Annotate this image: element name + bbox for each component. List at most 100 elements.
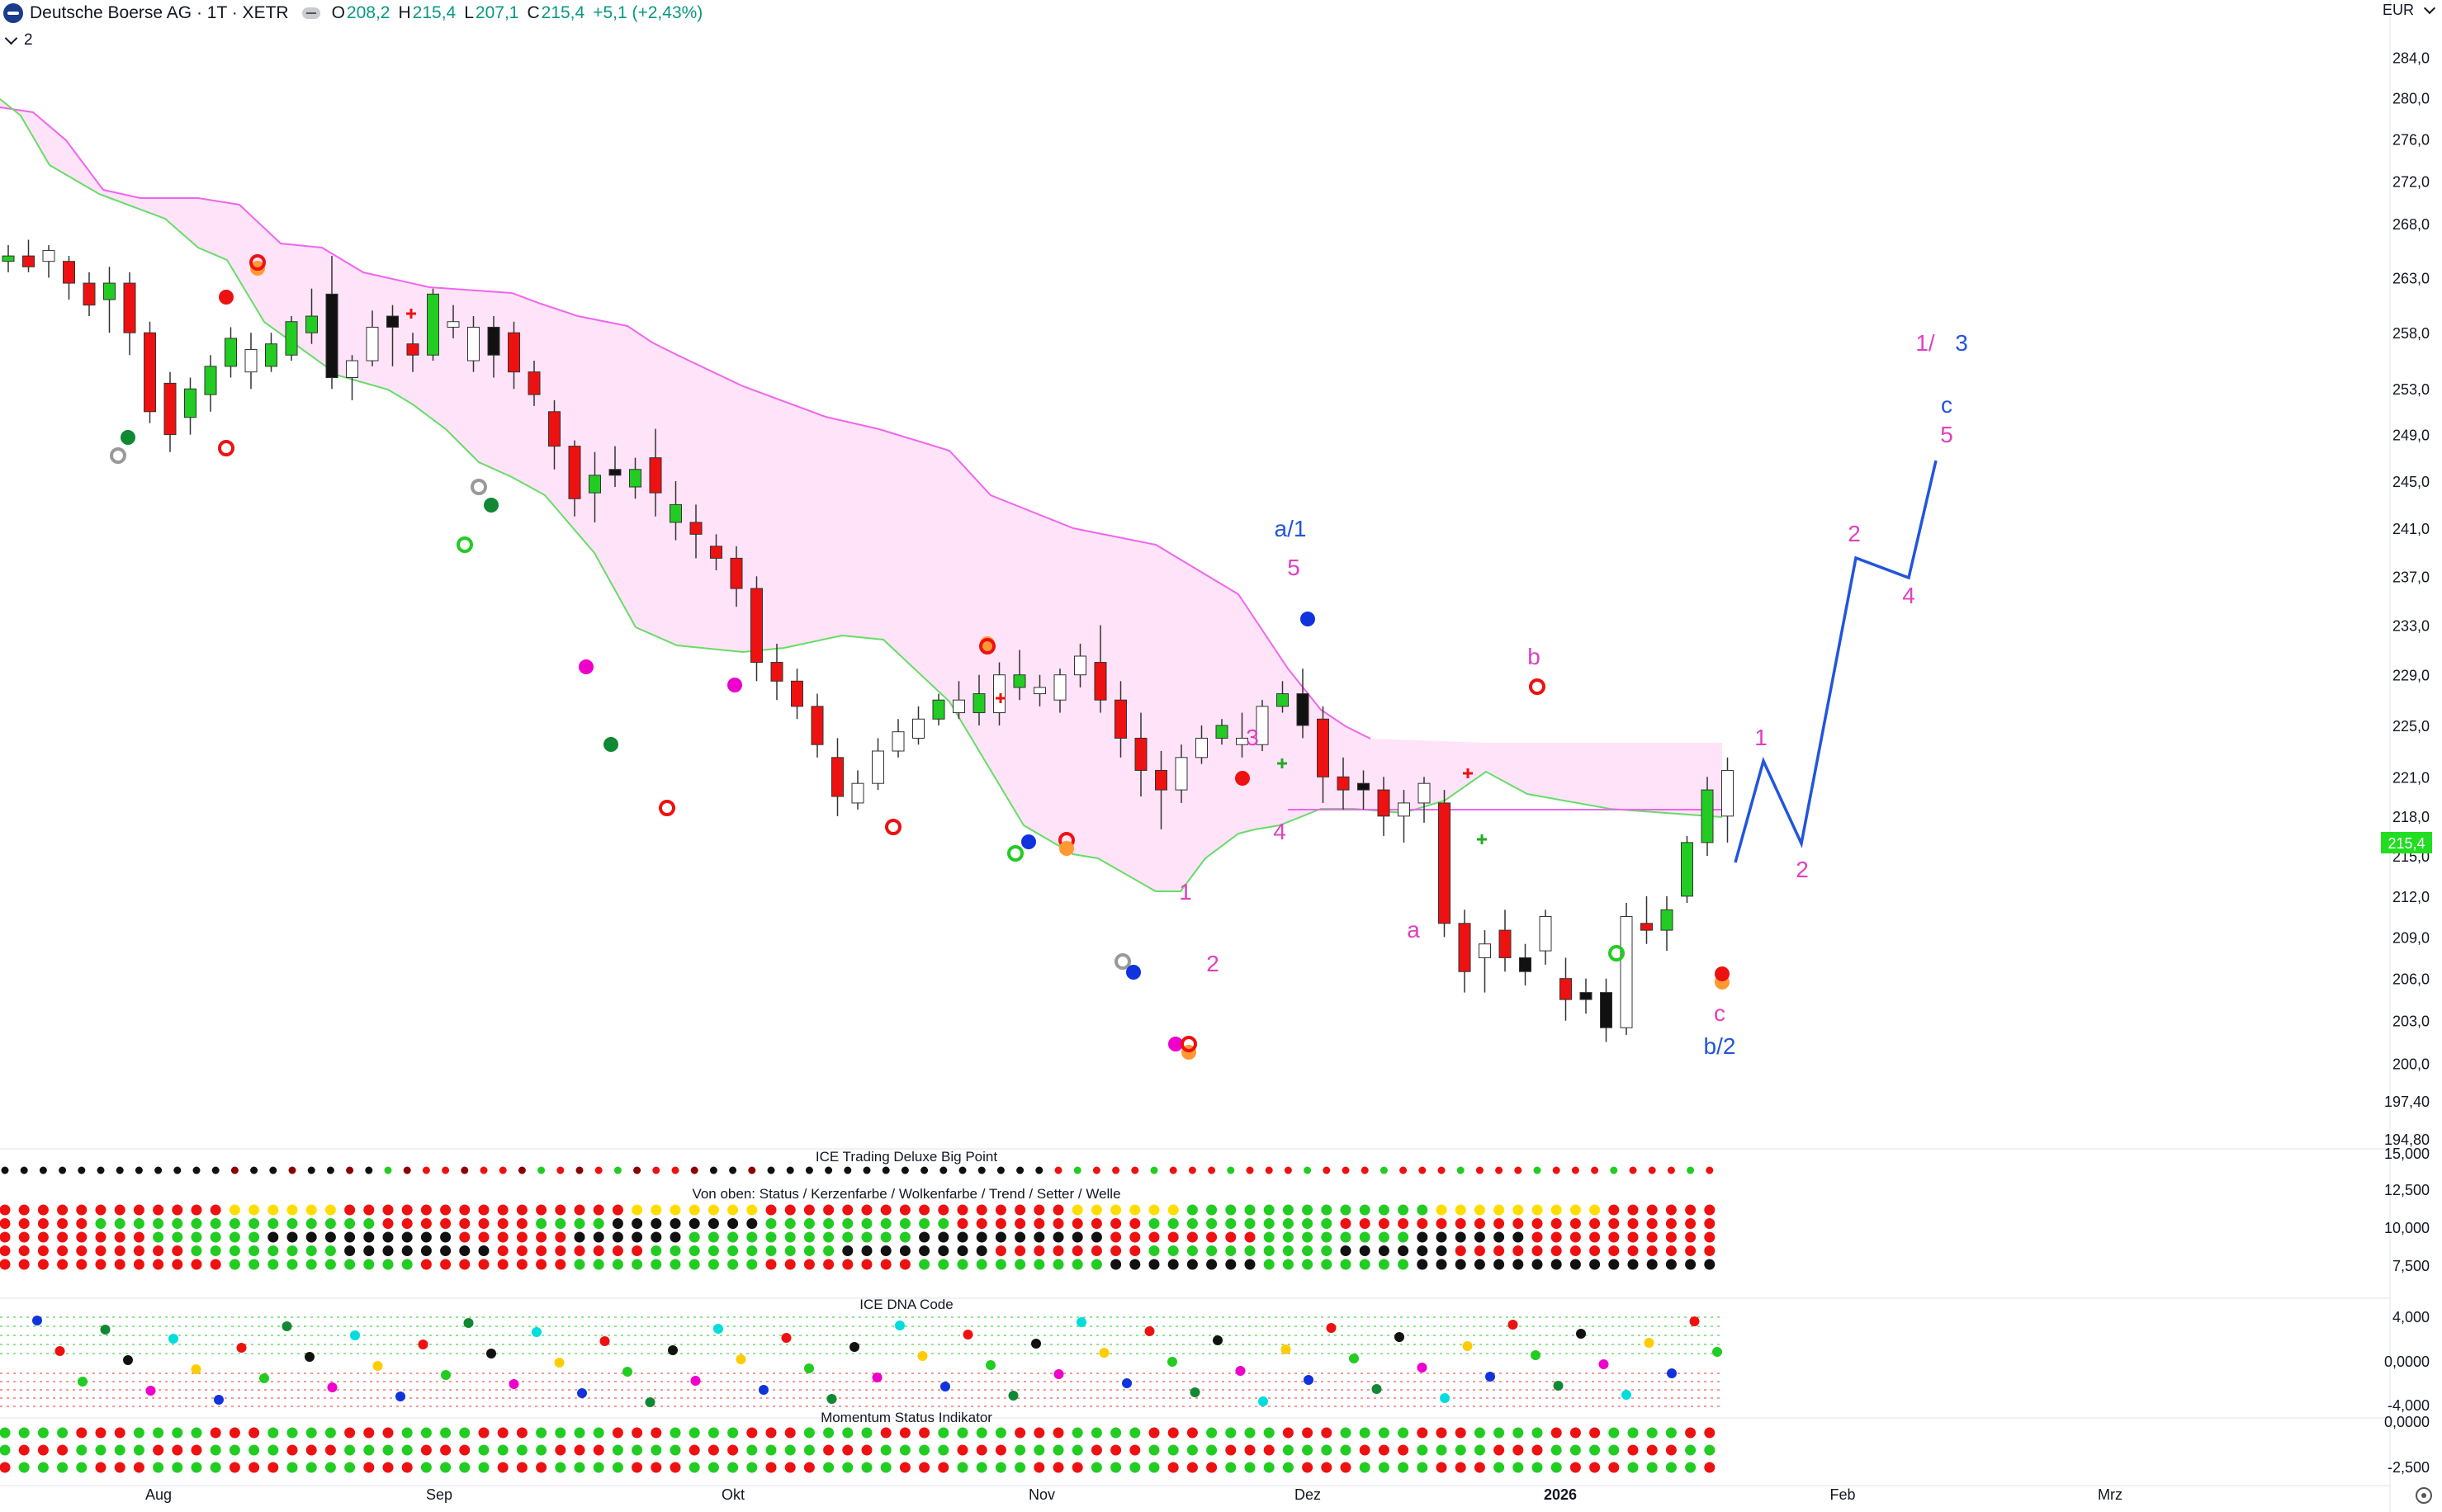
candle-body [589, 475, 601, 494]
momentum-dot [210, 1444, 221, 1456]
status-dot [516, 1218, 528, 1229]
status-dot [1704, 1259, 1716, 1270]
momentum-dot [516, 1444, 528, 1456]
status-dot [995, 1259, 1006, 1270]
status-dot [689, 1204, 700, 1216]
status-dot [651, 1204, 662, 1216]
status-dot [1493, 1259, 1505, 1270]
bigpoint-dot [1342, 1166, 1350, 1174]
dna-dot [1689, 1316, 1700, 1326]
status-dot [478, 1218, 490, 1229]
status-dot [651, 1245, 662, 1256]
status-dot [861, 1218, 873, 1229]
status-dot [919, 1231, 930, 1243]
minimize-toggle-icon[interactable] [301, 7, 320, 19]
status-dot [727, 1231, 739, 1243]
time-tick-label: Sep [426, 1486, 452, 1503]
indicator-collapse[interactable]: 2 [4, 31, 33, 50]
momentum-dot [401, 1427, 413, 1439]
status-dot [1493, 1231, 1505, 1243]
status-dot [1072, 1218, 1083, 1229]
chevron-down-icon[interactable] [4, 31, 18, 45]
status-dot [324, 1245, 336, 1256]
bigpoint-dot [326, 1166, 334, 1174]
dna-dot [145, 1386, 156, 1396]
status-dot [0, 1231, 11, 1243]
bigpoint-dot [59, 1166, 67, 1174]
momentum-dot [727, 1427, 739, 1439]
panel-tick-label: -4,000 [2388, 1397, 2430, 1414]
status-dot [459, 1204, 471, 1216]
momentum-dot [995, 1462, 1006, 1473]
dna-dot [1440, 1393, 1450, 1403]
status-dot [1627, 1218, 1639, 1229]
momentum-dot [1206, 1427, 1218, 1439]
status-dot [1110, 1245, 1122, 1256]
candle-body [325, 293, 338, 379]
status-dot [1378, 1231, 1389, 1243]
symbol-title[interactable]: Deutsche Boerse AG · 1T · XETR [30, 3, 289, 22]
momentum-dot [1627, 1444, 1639, 1456]
currency-selector[interactable]: EUR [2383, 2, 2436, 19]
momentum-dot [267, 1462, 279, 1473]
panel-tick-label: 7,500 [2392, 1258, 2430, 1274]
status-dot [1263, 1231, 1275, 1243]
status-dot [1263, 1204, 1275, 1216]
signal-dot-marker [1300, 612, 1315, 626]
momentum-dot [842, 1444, 854, 1456]
dna-dot [1553, 1381, 1564, 1391]
signal-dot-marker [1021, 834, 1036, 849]
status-dot [1244, 1259, 1256, 1270]
status-dot [324, 1218, 336, 1229]
status-dot [574, 1259, 585, 1270]
status-dot [1244, 1218, 1256, 1229]
bigpoint-dot [1073, 1166, 1081, 1174]
status-dot [1531, 1218, 1543, 1229]
momentum-dot [670, 1462, 681, 1473]
chart-settings-icon[interactable] [2416, 1487, 2432, 1504]
status-dot [976, 1231, 987, 1243]
signal-dot-marker [121, 430, 135, 445]
momentum-dot [957, 1444, 968, 1456]
wave-label-magenta: 2 [1206, 951, 1219, 976]
momentum-dot [420, 1444, 432, 1456]
momentum-dot [1398, 1444, 1409, 1456]
dna-dot [1326, 1323, 1337, 1333]
momentum-dot [229, 1462, 240, 1473]
momentum-dot [516, 1462, 528, 1473]
momentum-dot [37, 1462, 49, 1473]
momentum-dot [746, 1427, 758, 1439]
status-dot [478, 1259, 490, 1270]
status-dot [1282, 1245, 1294, 1256]
bigpoint-dot [748, 1166, 756, 1174]
status-dot [18, 1259, 30, 1270]
momentum-dot [382, 1462, 394, 1473]
status-dot [191, 1231, 202, 1243]
status-dot [1015, 1259, 1026, 1270]
dna-dot [259, 1373, 269, 1383]
status-dot [1398, 1218, 1409, 1229]
candle-body [1438, 802, 1451, 924]
momentum-dot [1589, 1462, 1601, 1473]
status-dot [57, 1245, 69, 1256]
status-dot [497, 1245, 509, 1256]
panel-title-bigpoint: ICE Trading Deluxe Big Point [816, 1149, 997, 1165]
status-dot [1206, 1259, 1218, 1270]
wave-label-blue: c [1941, 392, 1952, 418]
momentum-dot [1321, 1462, 1332, 1473]
status-dot [995, 1218, 1006, 1229]
status-dot [1455, 1259, 1466, 1270]
dna-dot [100, 1325, 111, 1335]
momentum-dot [1225, 1444, 1237, 1456]
bigpoint-dot [1112, 1166, 1120, 1174]
momentum-dot [1685, 1444, 1697, 1456]
status-dot [1665, 1259, 1677, 1270]
bigpoint-dot [1054, 1166, 1062, 1174]
bigpoint-dot [556, 1166, 565, 1174]
momentum-dot [286, 1427, 298, 1439]
status-dot [555, 1245, 566, 1256]
status-dot [1167, 1259, 1179, 1270]
bigpoint-dot [518, 1166, 526, 1174]
status-dot [363, 1259, 375, 1270]
